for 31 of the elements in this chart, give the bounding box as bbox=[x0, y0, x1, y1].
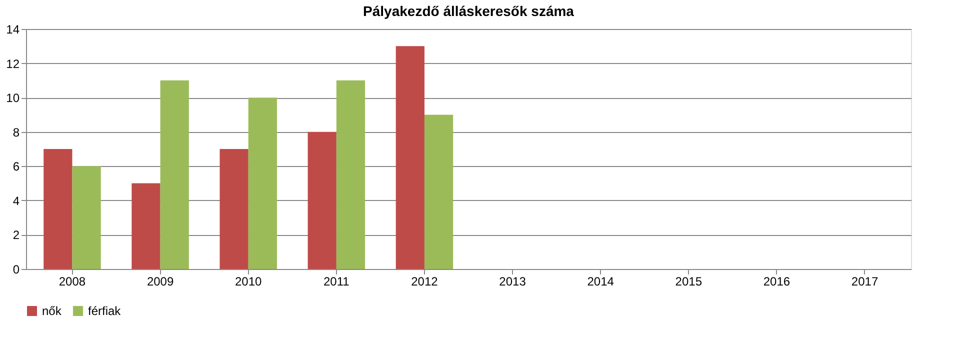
y-tick-label: 0 bbox=[12, 262, 20, 276]
bar bbox=[424, 114, 454, 269]
legend-label: férfiak bbox=[88, 304, 122, 318]
x-tick-label: 2011 bbox=[324, 274, 350, 288]
x-tick-label: 2009 bbox=[146, 274, 174, 288]
x-tick-label: 2014 bbox=[587, 274, 614, 288]
y-tick-label: 10 bbox=[6, 91, 20, 106]
bar bbox=[308, 132, 336, 269]
chart-title: Pályakezdő álláskeresők száma bbox=[363, 3, 574, 19]
y-tick-label: 4 bbox=[12, 194, 20, 208]
x-tick-label: 2008 bbox=[58, 274, 86, 288]
legend-label: nők bbox=[42, 304, 62, 318]
bar bbox=[44, 149, 72, 269]
bar bbox=[160, 80, 189, 269]
y-tick-label: 8 bbox=[12, 125, 20, 140]
bar bbox=[248, 98, 277, 269]
bar bbox=[132, 183, 160, 269]
y-tick-label: 6 bbox=[12, 160, 20, 174]
y-tick-label: 14 bbox=[6, 22, 20, 36]
bar bbox=[396, 46, 424, 269]
x-tick-label: 2010 bbox=[235, 274, 262, 288]
y-tick-label: 2 bbox=[12, 228, 20, 242]
bar bbox=[220, 149, 248, 269]
x-tick-label: 2015 bbox=[675, 274, 702, 288]
x-tick-label: 2016 bbox=[763, 274, 790, 288]
bar bbox=[336, 80, 366, 269]
x-tick-label: 2012 bbox=[411, 274, 438, 288]
bar bbox=[72, 166, 101, 269]
x-tick-label: 2017 bbox=[851, 274, 878, 288]
x-tick-label: 2013 bbox=[499, 274, 526, 288]
y-tick-label: 12 bbox=[6, 56, 20, 71]
